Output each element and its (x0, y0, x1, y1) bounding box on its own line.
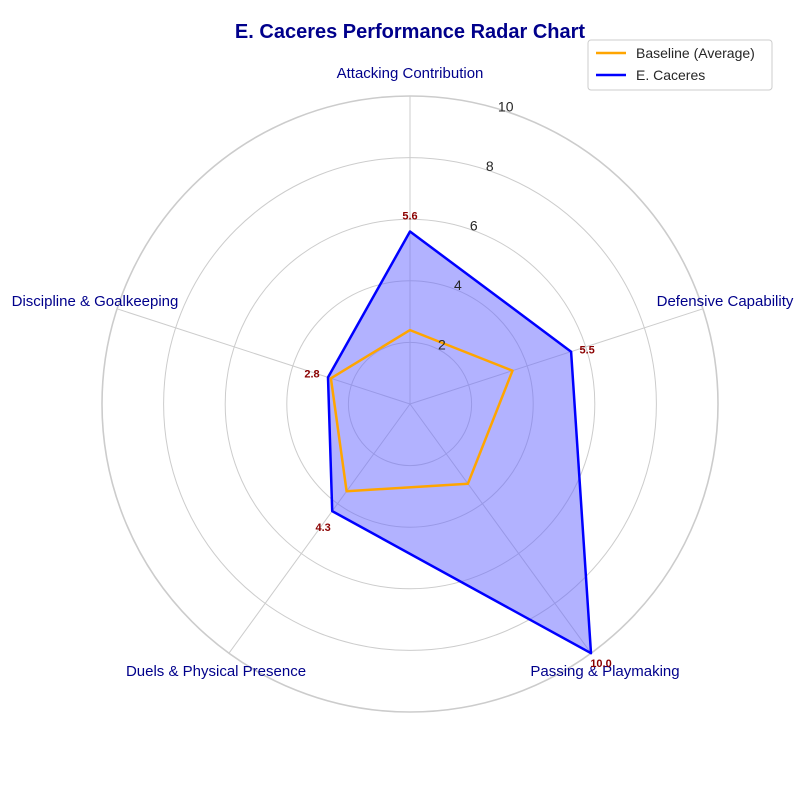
legend-entry-baseline: Baseline (Average) (636, 45, 755, 61)
data-label: 5.5 (579, 345, 594, 357)
legend-entry-caceres: E. Caceres (636, 67, 705, 83)
series-caceres (326, 230, 593, 655)
category-label: Passing & Playmaking (530, 663, 679, 680)
radial-tick-label: 4 (454, 277, 462, 293)
radial-tick-label: 8 (486, 158, 494, 174)
radial-tick-labels: 2 4 6 8 10 (438, 98, 514, 352)
data-label: 5.6 (402, 211, 417, 223)
radial-tick-label: 6 (470, 217, 478, 233)
chart-title: E. Caceres Performance Radar Chart (235, 21, 585, 43)
data-label: 2.8 (304, 368, 319, 380)
series-layer (326, 230, 593, 655)
data-label: 4.3 (316, 522, 331, 534)
legend: Baseline (Average) E. Caceres (587, 39, 773, 91)
data-labels: 5.6 5.5 10.0 4.3 2.8 (304, 211, 611, 671)
radial-tick-label: 10 (498, 98, 514, 114)
series-baseline (329, 328, 514, 493)
radial-tick-label: 2 (438, 336, 446, 352)
category-labels: Attacking Contribution Defensive Capabili… (12, 65, 794, 680)
category-label: Attacking Contribution (337, 65, 484, 82)
data-label: 10.0 (590, 658, 611, 670)
category-label: Defensive Capability (657, 293, 794, 310)
category-label: Discipline & Goalkeeping (12, 293, 179, 310)
legend-frame (587, 39, 773, 91)
category-label: Duels & Physical Presence (126, 663, 306, 680)
